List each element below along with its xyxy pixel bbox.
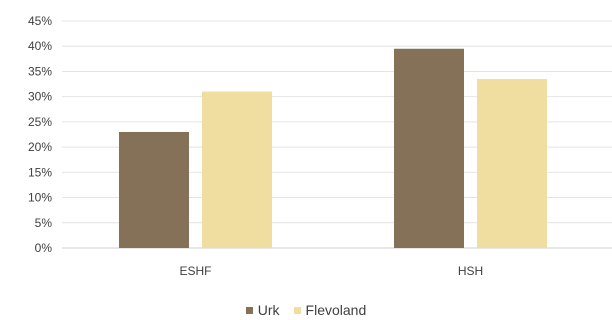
y-tick-label: 25% bbox=[28, 115, 52, 129]
y-axis-ticks: 0% 5% 10% 15% 20% 25% 30% 35% 40% 45% bbox=[28, 14, 52, 255]
y-tick-label: 5% bbox=[35, 216, 53, 230]
bar-flevoland-eshf bbox=[202, 91, 272, 248]
y-tick-label: 45% bbox=[28, 14, 52, 28]
y-tick-label: 15% bbox=[28, 165, 52, 179]
bar-flevoland-hsh bbox=[477, 79, 547, 248]
legend-swatch-flevoland bbox=[293, 306, 301, 314]
y-tick-label: 0% bbox=[35, 241, 53, 255]
y-tick-label: 30% bbox=[28, 90, 52, 104]
bar-urk-hsh bbox=[394, 48, 464, 248]
x-tick-label: HSH bbox=[458, 264, 483, 278]
bar-urk-eshf bbox=[119, 131, 189, 248]
x-axis-ticks: ESHF HSH bbox=[179, 264, 483, 278]
legend-label-flevoland: Flevoland bbox=[305, 302, 367, 318]
bars bbox=[119, 48, 547, 248]
y-tick-label: 20% bbox=[28, 140, 52, 154]
y-tick-label: 10% bbox=[28, 191, 52, 205]
legend-item-flevoland: Flevoland bbox=[293, 302, 367, 318]
legend: Urk Flevoland bbox=[0, 302, 612, 318]
legend-item-urk: Urk bbox=[245, 302, 280, 318]
y-tick-label: 35% bbox=[28, 64, 52, 78]
x-tick-label: ESHF bbox=[179, 264, 211, 278]
legend-swatch-urk bbox=[245, 306, 253, 314]
legend-label-urk: Urk bbox=[257, 302, 280, 318]
y-tick-label: 40% bbox=[28, 39, 52, 53]
